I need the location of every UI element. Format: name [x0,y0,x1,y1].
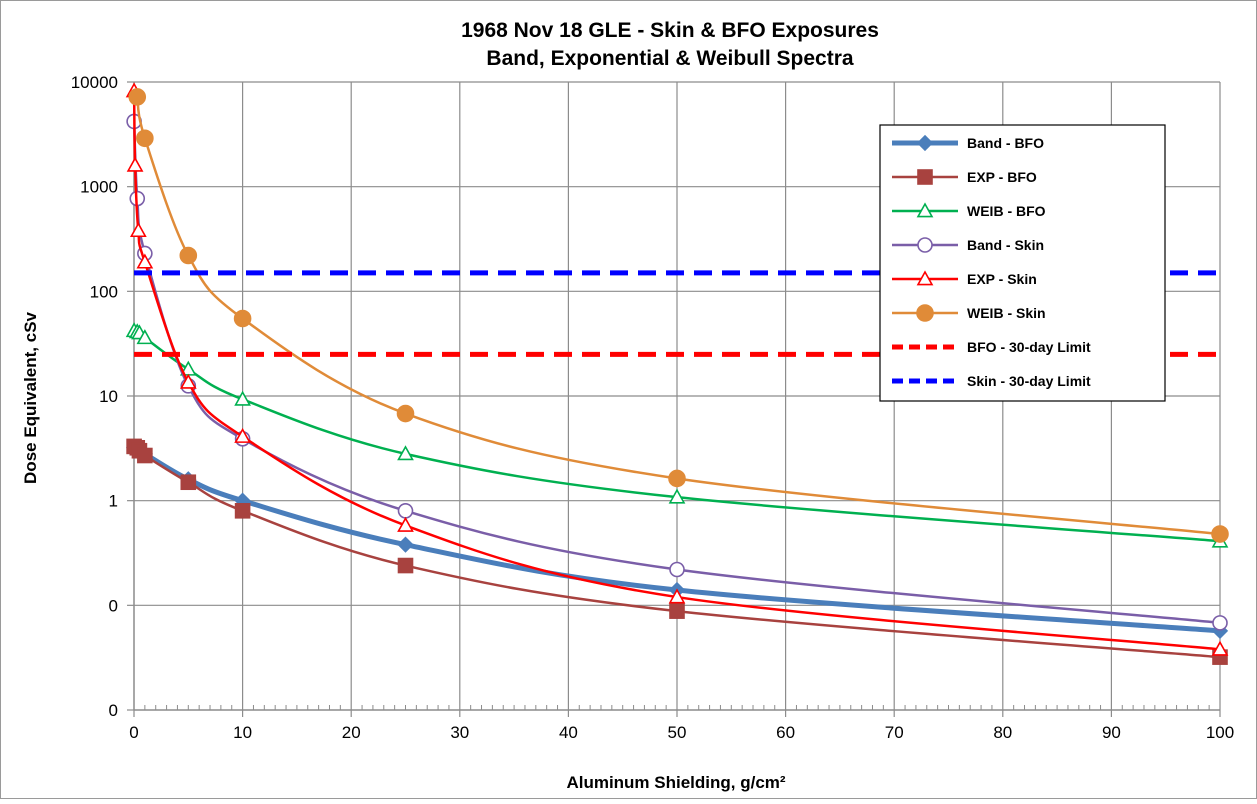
data-point-circle [136,129,154,148]
data-point-square [917,169,933,185]
legend-item: Band - BFO [892,134,1044,152]
data-point-triangle [234,390,251,406]
data-point-circle [1212,615,1228,631]
data-point-square [669,603,685,619]
x-tick-label: 40 [559,723,578,742]
data-point-triangle [668,488,686,504]
x-tick-label: 90 [1102,723,1121,742]
y-tick-label: 10 [99,387,118,406]
y-tick-label: 0 [109,701,118,720]
chart-title-line-1: 1968 Nov 18 GLE - Skin & BFO Exposures [461,19,879,42]
chart-title-line-2: Band, Exponential & Weibull Spectra [486,47,853,70]
data-point-square [234,503,251,519]
legend-label: EXP - Skin [967,271,1037,287]
data-point-triangle [136,329,154,345]
series-weib-bfo [125,322,1229,548]
legend-item: EXP - Skin [892,270,1037,287]
legend-label: WEIB - Skin [967,305,1046,321]
x-tick-label: 60 [776,723,795,742]
legend-label: Band - BFO [967,135,1044,151]
data-point-triangle [126,156,144,172]
data-point-circle [1211,525,1229,543]
data-point-diamond [916,134,934,152]
legend-item: WEIB - Skin [892,304,1046,322]
x-tick-label: 10 [233,723,252,742]
x-tick-label: 30 [450,723,469,742]
legend-item: Skin - 30-day Limit [892,373,1091,389]
x-tick-label: 50 [668,723,687,742]
data-point-square [180,474,197,491]
legend-item: WEIB - BFO [892,202,1046,219]
data-point-diamond [397,536,414,553]
data-point-circle [396,404,415,423]
data-point-triangle [916,270,934,286]
series-line [136,96,1221,536]
data-point-triangle [234,427,251,443]
y-tick-label: 1 [109,492,118,511]
data-point-circle [668,469,686,488]
y-tick-label: 10000 [71,73,118,92]
data-point-square [397,557,414,574]
data-point-circle [397,503,414,519]
data-point-circle [916,304,934,322]
data-point-triangle [179,373,197,389]
x-tick-label: 20 [342,723,361,742]
legend-label: WEIB - BFO [967,203,1046,219]
data-point-triangle [1211,640,1229,656]
series-weib-skin [128,88,1229,543]
legend-label: EXP - BFO [967,169,1037,185]
legend-item: BFO - 30-day Limit [892,339,1091,355]
y-axis-title: Dose Equivalent, cSv [21,311,40,483]
data-point-triangle [916,202,934,218]
series-line [132,91,1221,651]
data-point-triangle [668,588,686,604]
data-point-circle [917,237,933,253]
data-point-circle [128,88,147,106]
data-point-triangle [136,253,154,269]
series-exp-bfo [126,438,1228,665]
legend: Band - BFO EXP - BFO WEIB - BFO Band - Skin… [879,124,1166,402]
legend-box [879,124,1166,402]
data-point-square [137,447,153,464]
x-tick-label: 0 [129,723,138,742]
x-tick-label: 100 [1206,723,1234,742]
legend-label: Skin - 30-day Limit [967,373,1091,389]
legend-item: Band - Skin [892,237,1044,253]
data-point-triangle [397,516,414,532]
legend-item: EXP - BFO [892,169,1037,185]
data-point-circle [233,309,252,328]
y-tick-label: 1000 [80,178,118,197]
legend-label: Band - Skin [967,237,1044,253]
legend-label: BFO - 30-day Limit [967,339,1091,355]
data-point-circle [669,561,685,578]
data-point-circle [179,246,198,265]
data-point-triangle [129,222,147,238]
y-tick-label: 0 [109,596,118,615]
x-axis-title: Aluminum Shielding, g/cm² [566,773,785,792]
y-tick-label: 100 [90,282,118,301]
x-tick-label: 70 [885,723,904,742]
x-tick-label: 80 [993,723,1012,742]
data-point-triangle [397,445,414,461]
